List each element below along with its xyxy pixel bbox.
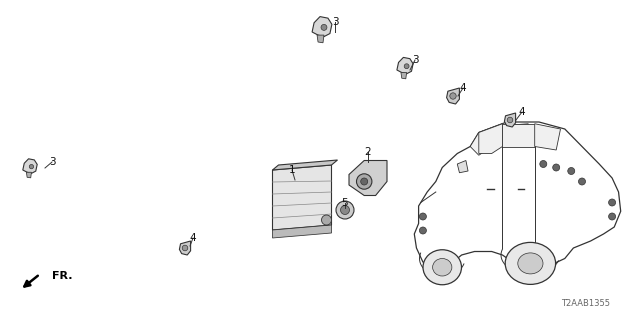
Circle shape [507, 117, 513, 123]
Circle shape [29, 164, 34, 169]
Circle shape [450, 93, 456, 99]
Polygon shape [397, 57, 413, 74]
Ellipse shape [433, 259, 452, 276]
Circle shape [568, 167, 575, 174]
Polygon shape [273, 165, 332, 230]
Polygon shape [312, 17, 332, 36]
Polygon shape [26, 172, 31, 178]
Circle shape [579, 178, 586, 185]
Circle shape [404, 64, 409, 69]
Polygon shape [502, 124, 528, 138]
Circle shape [419, 227, 426, 234]
Circle shape [340, 205, 349, 214]
Circle shape [419, 213, 426, 220]
Circle shape [609, 199, 616, 206]
Ellipse shape [518, 253, 543, 274]
Circle shape [361, 178, 368, 185]
Polygon shape [458, 161, 468, 173]
Polygon shape [349, 161, 387, 196]
Ellipse shape [423, 250, 461, 285]
Polygon shape [534, 124, 561, 150]
Circle shape [553, 164, 560, 171]
Text: 3: 3 [49, 157, 55, 167]
Text: 5: 5 [342, 198, 348, 208]
Polygon shape [401, 73, 406, 79]
Polygon shape [504, 113, 516, 127]
Polygon shape [273, 160, 337, 170]
Polygon shape [479, 124, 502, 154]
Circle shape [540, 161, 547, 167]
Polygon shape [179, 241, 191, 255]
Polygon shape [23, 159, 37, 173]
Text: T2AAB1355: T2AAB1355 [561, 299, 610, 308]
Circle shape [321, 215, 332, 225]
Text: 3: 3 [332, 17, 339, 27]
Circle shape [336, 201, 354, 219]
Circle shape [609, 213, 616, 220]
Text: 1: 1 [289, 165, 295, 175]
Circle shape [356, 174, 372, 189]
Polygon shape [273, 225, 332, 238]
Polygon shape [447, 88, 460, 104]
Polygon shape [317, 35, 324, 43]
Ellipse shape [505, 243, 556, 284]
Polygon shape [414, 122, 621, 269]
Text: 3: 3 [412, 55, 419, 65]
Circle shape [182, 245, 188, 251]
Text: 4: 4 [189, 233, 196, 243]
Polygon shape [470, 124, 502, 155]
Text: 4: 4 [460, 83, 467, 93]
Polygon shape [502, 124, 534, 147]
Text: 4: 4 [518, 107, 525, 117]
Text: 2: 2 [365, 147, 371, 157]
Circle shape [321, 24, 327, 30]
Text: FR.: FR. [52, 271, 72, 281]
